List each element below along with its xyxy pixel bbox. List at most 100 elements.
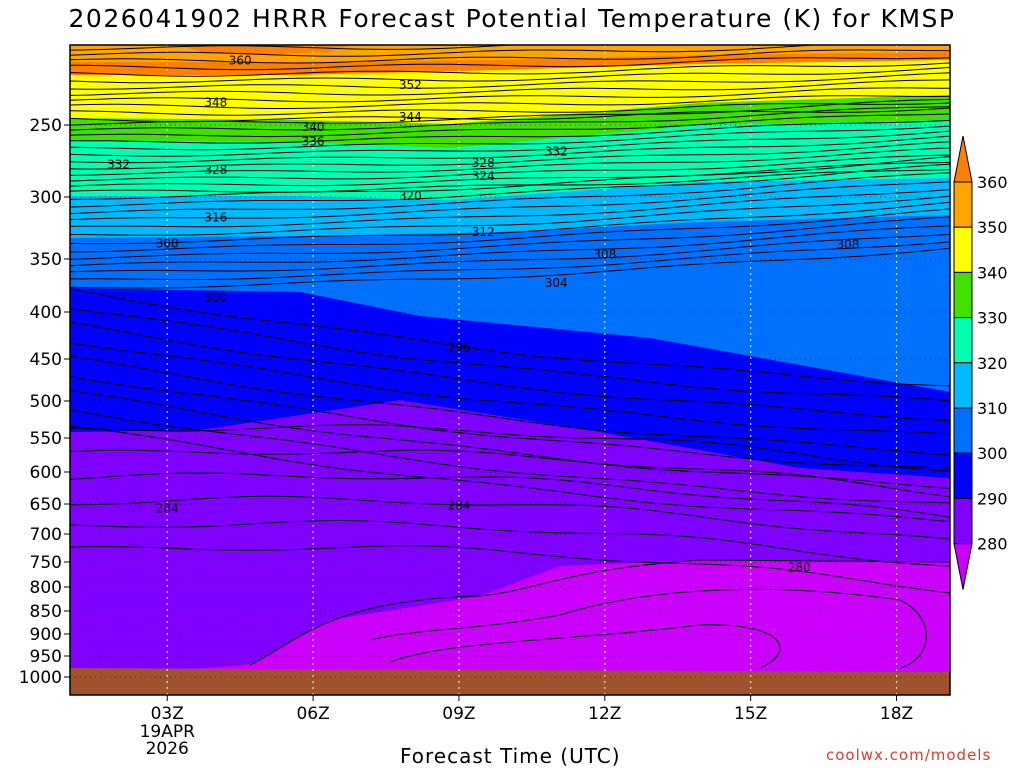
colorbar-segment — [953, 317, 973, 364]
y-tick-label: 500 — [30, 392, 62, 412]
contour-line — [389, 624, 781, 669]
contour-label: 308 — [836, 238, 859, 252]
contour-line — [70, 154, 950, 182]
band-8 — [70, 560, 950, 695]
chart-title: 2026041902 HRRR Forecast Potential Tempe… — [68, 4, 956, 33]
colorbar-label: 300 — [977, 444, 1008, 463]
colorbar-segment — [953, 452, 973, 499]
y-tick-label: 250 — [30, 116, 62, 136]
contour-line — [70, 79, 950, 96]
contour-label: 284 — [156, 502, 179, 516]
y-tick-label: 750 — [30, 553, 62, 573]
contour-line — [70, 113, 950, 138]
colorbar-label: 320 — [977, 354, 1008, 373]
colorbar-label: 350 — [977, 218, 1008, 237]
contour-line — [70, 472, 950, 518]
contour-label: 332 — [545, 144, 568, 158]
plot-frame — [69, 44, 951, 696]
contour-line — [70, 119, 950, 144]
contour-line — [70, 425, 950, 523]
colorbar-label: 290 — [977, 489, 1008, 508]
colorbar-bottom-arrow — [953, 543, 973, 590]
contour-line — [70, 233, 950, 273]
contour-line — [70, 72, 950, 90]
y-axis: 250 300 350 400 450 500 550 600 650 700 750 800 850 9… — [19, 116, 70, 688]
y-tick-label: 700 — [30, 525, 62, 545]
contour-line — [70, 49, 950, 64]
contour-line — [369, 588, 927, 669]
contour-line — [70, 390, 950, 490]
contour-line — [70, 216, 950, 260]
contour-line — [70, 342, 950, 435]
contour-label: 348 — [204, 95, 227, 109]
contour-label: 336 — [302, 134, 325, 148]
contour-label: 360 — [229, 54, 252, 68]
contour-label: 300 — [204, 291, 227, 305]
contour-line — [70, 241, 950, 280]
contour-line — [70, 163, 950, 208]
colorbar-segment — [953, 407, 973, 454]
colorbar-segment — [953, 362, 973, 409]
credit-link[interactable]: coolwx.com/models — [826, 746, 992, 764]
contour-label: 304 — [545, 276, 568, 290]
contour-line — [70, 424, 950, 472]
contour-label: 280 — [788, 561, 811, 575]
contour-lines — [70, 45, 950, 669]
colorbar-label: 330 — [977, 309, 1008, 328]
x-tick-label: 12Z — [588, 704, 621, 724]
y-tick-label: 650 — [30, 495, 62, 515]
colorbar-label: 310 — [977, 399, 1008, 418]
contour-line — [70, 308, 950, 402]
contour-line — [70, 355, 950, 456]
colorbar-top-arrow — [953, 135, 973, 183]
x-date-label: 19APR — [140, 722, 196, 742]
contour-label: 296 — [447, 340, 470, 354]
contour-line — [70, 409, 950, 504]
y-tick-label: 400 — [30, 303, 62, 323]
contour-label: 352 — [399, 78, 422, 92]
y-tick-label: 550 — [30, 429, 62, 449]
x-tick-label: 09Z — [442, 704, 475, 724]
contour-line — [70, 66, 950, 84]
contour-line — [70, 181, 950, 221]
y-tick-label: 300 — [30, 188, 62, 208]
contour-line — [70, 141, 950, 170]
contour-label: 344 — [399, 110, 422, 124]
contour-line — [70, 376, 950, 469]
colorbar-segment — [953, 181, 973, 228]
contour-line — [70, 95, 950, 109]
contour-line — [70, 102, 950, 116]
colorbar-segment — [953, 497, 973, 545]
contour-line — [70, 130, 950, 157]
contour-label: 284 — [447, 499, 470, 513]
y-tick-label: 950 — [30, 647, 62, 667]
contour-line — [70, 57, 950, 71]
contour-label: 320 — [399, 189, 422, 203]
contour-line — [70, 247, 950, 289]
contour-label: 308 — [156, 236, 179, 250]
contour-line — [70, 169, 950, 193]
y-tick-label: 350 — [30, 250, 62, 270]
contour-label: 324 — [472, 169, 495, 183]
contour-line — [70, 321, 950, 422]
x-date-label: 2026 — [146, 739, 189, 759]
contour-line — [70, 147, 950, 176]
contour-line — [70, 495, 950, 540]
contour-line — [70, 449, 950, 498]
contour-line — [70, 161, 950, 187]
contour-line — [70, 225, 950, 267]
contour-line — [70, 288, 950, 387]
colorbar-label: 340 — [977, 263, 1008, 282]
contour-label: 312 — [472, 225, 495, 239]
contour-line — [249, 559, 950, 666]
contour-line — [70, 62, 950, 77]
surface-fill — [70, 668, 950, 695]
contour-line — [70, 189, 950, 228]
colorbar-label: 280 — [977, 535, 1008, 554]
contour-line — [70, 195, 950, 236]
y-tick-label: 600 — [30, 463, 62, 483]
x-tick-label: 06Z — [296, 704, 329, 724]
contour-label: 328 — [472, 156, 495, 170]
